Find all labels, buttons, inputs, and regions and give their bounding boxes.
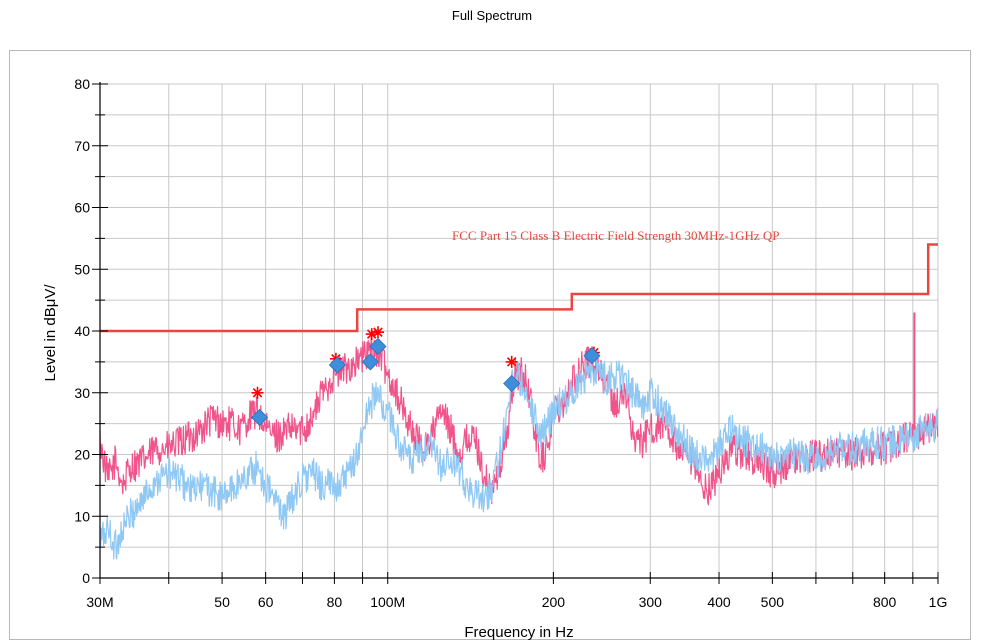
limit-layer bbox=[100, 243, 938, 333]
peak-marker bbox=[251, 386, 264, 399]
x-tick-label: 30M bbox=[86, 594, 113, 610]
x-tick-label: 300 bbox=[639, 594, 663, 610]
y-tick-label: 30 bbox=[74, 385, 90, 401]
qp-marker bbox=[251, 408, 269, 427]
series-line-1 bbox=[99, 333, 939, 506]
chart-title: Full Spectrum bbox=[451, 8, 533, 23]
x-tick-label: 800 bbox=[873, 594, 897, 610]
y-tick-label: 0 bbox=[82, 570, 90, 586]
axis-layer: 0 10 20 30 40 50 60 70 80 30M 50 60 80 100M 200 300 400 5… bbox=[74, 76, 947, 610]
grid bbox=[99, 83, 939, 579]
y-tick-label: 60 bbox=[74, 200, 90, 216]
y-tick-label: 10 bbox=[74, 508, 90, 524]
limit-line-label: FCC Part 15 Class B Electric Field Stren… bbox=[452, 228, 780, 243]
x-tick-label: 500 bbox=[761, 594, 785, 610]
series-line-2 bbox=[99, 355, 939, 560]
chart-frame bbox=[9, 50, 971, 640]
limit-line bbox=[100, 243, 938, 333]
series-layer bbox=[99, 312, 939, 560]
peak-marker bbox=[372, 326, 384, 339]
peak-marker bbox=[505, 355, 518, 368]
x-tick-label: 400 bbox=[707, 594, 731, 610]
y-tick-label: 40 bbox=[74, 323, 90, 339]
x-tick-label: 50 bbox=[214, 594, 230, 610]
qp-marker bbox=[328, 356, 346, 374]
marker-layer bbox=[251, 326, 601, 427]
y-tick-label: 70 bbox=[74, 138, 90, 154]
x-tick-label: 100M bbox=[370, 594, 405, 610]
y-tick-label: 50 bbox=[74, 261, 90, 277]
x-tick-label: 1G bbox=[929, 594, 948, 610]
x-axis-label: Frequency in Hz bbox=[464, 624, 573, 641]
x-tick-label: 60 bbox=[258, 594, 274, 610]
y-tick-label: 20 bbox=[74, 447, 90, 463]
qp-marker bbox=[583, 347, 601, 365]
x-tick-label: 80 bbox=[327, 594, 343, 610]
qp-marker bbox=[361, 353, 379, 371]
y-tick-label: 80 bbox=[74, 76, 90, 92]
qp-marker bbox=[503, 374, 521, 393]
y-axis-label: Level in dBμV/ bbox=[42, 284, 59, 382]
x-tick-label: 200 bbox=[542, 594, 566, 610]
qp-marker bbox=[369, 337, 387, 356]
